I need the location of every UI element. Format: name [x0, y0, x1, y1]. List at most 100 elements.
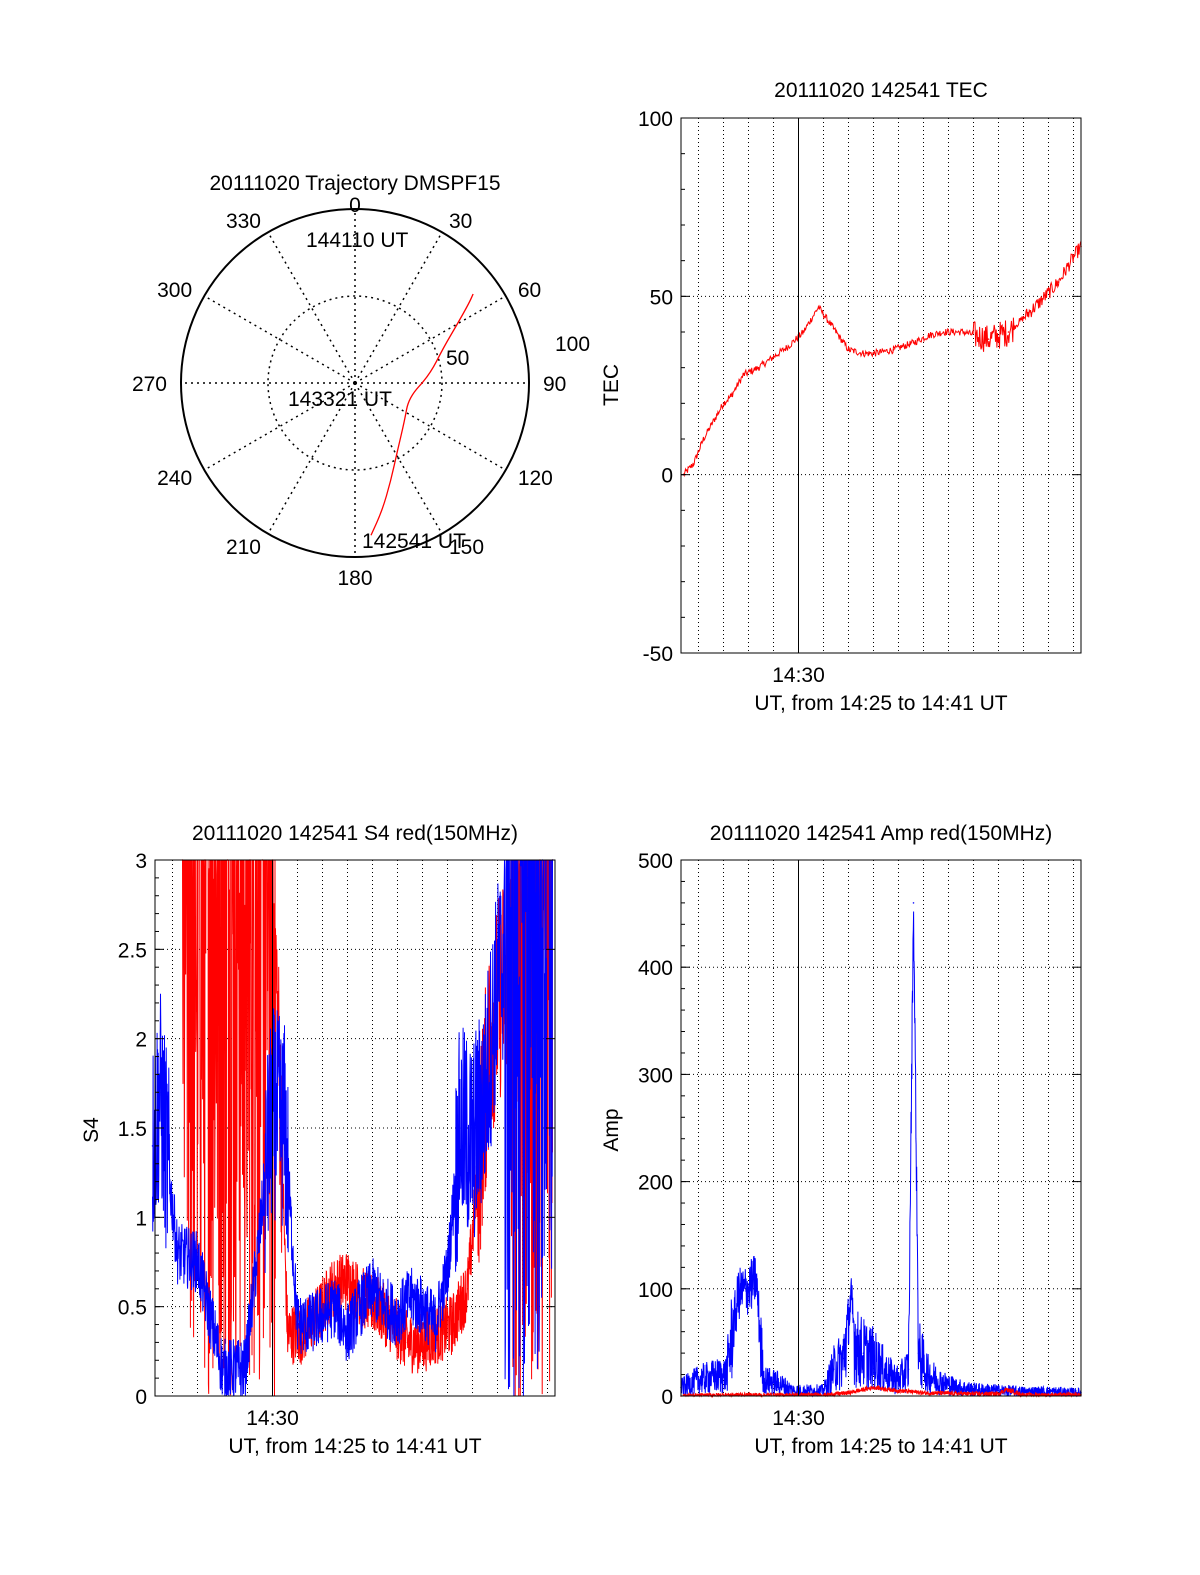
s4-y-tick-labels: 0 0.5 1 1.5 2 2.5 3	[118, 850, 555, 1409]
polar-azimuth-label-270: 270	[132, 373, 167, 396]
data-point-red	[702, 438, 705, 440]
data-point-blue	[792, 1389, 795, 1392]
data-point-red	[1072, 256, 1075, 258]
polar-radial-label-100: 100	[555, 333, 590, 356]
amp-y-axis-label: Amp	[600, 1108, 623, 1151]
data-point-blue	[446, 1270, 449, 1272]
y-tick-label: 1	[135, 1207, 147, 1230]
tec-plot-frame	[680, 117, 1082, 654]
data-point-red	[421, 1341, 424, 1344]
y-tick-label: 0	[661, 1386, 673, 1409]
data-point-red	[817, 306, 820, 308]
polar-spoke	[354, 382, 507, 471]
tec-series	[682, 240, 1082, 478]
y-tick-label: 200	[638, 1172, 673, 1195]
tec-x-tick-labels: 14:30	[772, 118, 825, 687]
data-point-blue	[912, 902, 915, 904]
data-point-blue	[897, 1379, 900, 1381]
data-point-red	[997, 1393, 1000, 1395]
data-point-blue	[917, 1352, 920, 1354]
data-point-red	[406, 1341, 409, 1344]
x-tick-label: 14:30	[246, 1407, 299, 1430]
data-point-red	[286, 1332, 289, 1335]
polar-title: 20111020 Trajectory DMSPF15	[209, 172, 500, 195]
data-point-blue	[762, 1379, 765, 1381]
polar-azimuth-label-120: 120	[518, 467, 553, 490]
polar-azimuth-label-180: 180	[337, 567, 372, 590]
data-point-blue	[396, 1314, 399, 1317]
polar-spoke	[354, 382, 443, 535]
y-tick-label: 2.5	[118, 939, 147, 962]
data-point-blue	[384, 1305, 386, 1308]
polar-radial-ring	[267, 295, 443, 471]
data-point-red	[872, 352, 875, 355]
data-point-blue	[159, 1091, 161, 1094]
series-line-blue	[152, 859, 553, 1397]
amp-panel: 20111020 142541 Amp red(150MHz) 0 100 200 3…	[600, 822, 1082, 1458]
polar-spoke	[267, 382, 356, 535]
y-tick-label: 1.5	[118, 1118, 147, 1141]
data-point-red	[862, 352, 865, 355]
y-tick-label: 400	[638, 957, 673, 980]
data-point-red	[722, 1394, 725, 1396]
y-tick-label: 500	[638, 850, 673, 873]
data-point-red	[1037, 302, 1040, 305]
data-point-red	[451, 1323, 454, 1326]
amp-y-tick-labels: 0 100 200 300 400 500	[638, 850, 1081, 1409]
s4-x-axis-label: UT, from 14:25 to 14:41 UT	[228, 1435, 481, 1458]
polar-azimuth-label-0: 0	[349, 194, 361, 217]
data-point-red	[722, 402, 725, 405]
data-point-blue	[151, 1145, 154, 1147]
data-point-red	[872, 1386, 875, 1389]
y-tick-label: 100	[638, 1279, 673, 1302]
data-point-blue	[334, 1305, 336, 1308]
data-point-red	[1057, 281, 1060, 283]
polar-tick-labels: 0 30 60 90 120 150 180 210 240 270 300 330 50 100	[132, 194, 590, 590]
amp-grid	[681, 859, 1081, 1397]
y-tick-label: 100	[638, 108, 673, 131]
data-point-blue	[942, 1382, 945, 1384]
data-point-blue	[850, 1298, 852, 1301]
amp-series	[680, 902, 1082, 1398]
polar-spoke	[354, 295, 507, 384]
data-point-red	[787, 345, 790, 348]
amp-title: 20111020 142541 Amp red(150MHz)	[710, 822, 1052, 845]
data-point-red	[832, 327, 835, 330]
data-point-red	[912, 341, 915, 344]
polar-azimuth-label-210: 210	[226, 536, 261, 559]
data-point-blue	[737, 1293, 740, 1295]
y-tick-label: 0.5	[118, 1297, 147, 1320]
data-point-blue	[511, 912, 514, 915]
data-point-red	[742, 374, 745, 376]
polar-azimuth-label-60: 60	[518, 279, 541, 302]
y-tick-label: -50	[643, 643, 673, 666]
data-point-blue	[409, 1296, 411, 1299]
data-point-blue	[807, 1389, 810, 1392]
x-tick-label: 14:30	[772, 664, 825, 687]
s4-x-tick-labels: 14:30	[246, 860, 299, 1430]
data-point-blue	[725, 1373, 727, 1376]
y-tick-label: 2	[135, 1029, 147, 1052]
data-point-red	[1005, 1388, 1007, 1391]
data-point-red	[466, 1288, 469, 1290]
data-point-blue	[927, 1373, 930, 1376]
data-point-red	[802, 331, 805, 333]
polar-grid	[180, 208, 530, 558]
tec-y-tick-labels: -50 0 50 100	[638, 108, 1081, 666]
y-tick-label: 0	[135, 1386, 147, 1409]
data-point-blue	[346, 1332, 349, 1335]
tec-title: 20111020 142541 TEC	[774, 79, 988, 102]
annotation-start-time: 142541 UT	[362, 530, 466, 553]
data-point-red	[301, 1332, 304, 1335]
polar-azimuth-label-330: 330	[226, 210, 261, 233]
data-point-blue	[309, 1323, 311, 1326]
data-point-red	[942, 331, 945, 333]
data-point-red	[1007, 331, 1010, 333]
data-point-blue	[284, 1127, 286, 1129]
data-point-blue	[1047, 1390, 1050, 1393]
data-point-blue	[855, 1346, 857, 1349]
data-point-blue	[872, 1357, 875, 1360]
polar-azimuth-label-240: 240	[157, 467, 192, 490]
data-point-blue	[421, 1305, 424, 1308]
data-point-red	[847, 349, 850, 351]
